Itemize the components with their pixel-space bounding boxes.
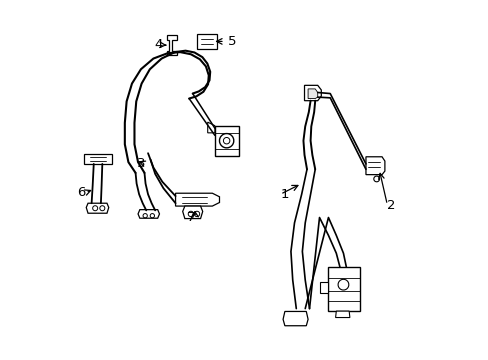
Polygon shape — [335, 311, 349, 318]
Polygon shape — [319, 282, 328, 293]
Text: 6: 6 — [77, 186, 85, 199]
Polygon shape — [166, 35, 176, 55]
Polygon shape — [283, 311, 307, 326]
Polygon shape — [197, 34, 217, 49]
Text: 2: 2 — [386, 198, 395, 212]
Polygon shape — [307, 89, 317, 99]
Polygon shape — [86, 203, 108, 213]
Text: 3: 3 — [137, 157, 145, 170]
Text: 4: 4 — [154, 39, 163, 51]
Text: 1: 1 — [280, 188, 288, 201]
Polygon shape — [207, 122, 214, 133]
Polygon shape — [328, 267, 359, 311]
Text: 5: 5 — [228, 35, 237, 48]
Text: 7: 7 — [187, 211, 195, 224]
Polygon shape — [84, 154, 111, 164]
Polygon shape — [183, 206, 203, 219]
Polygon shape — [214, 126, 239, 156]
Polygon shape — [175, 193, 219, 206]
Polygon shape — [304, 85, 321, 101]
Polygon shape — [365, 157, 384, 175]
Polygon shape — [138, 210, 159, 218]
